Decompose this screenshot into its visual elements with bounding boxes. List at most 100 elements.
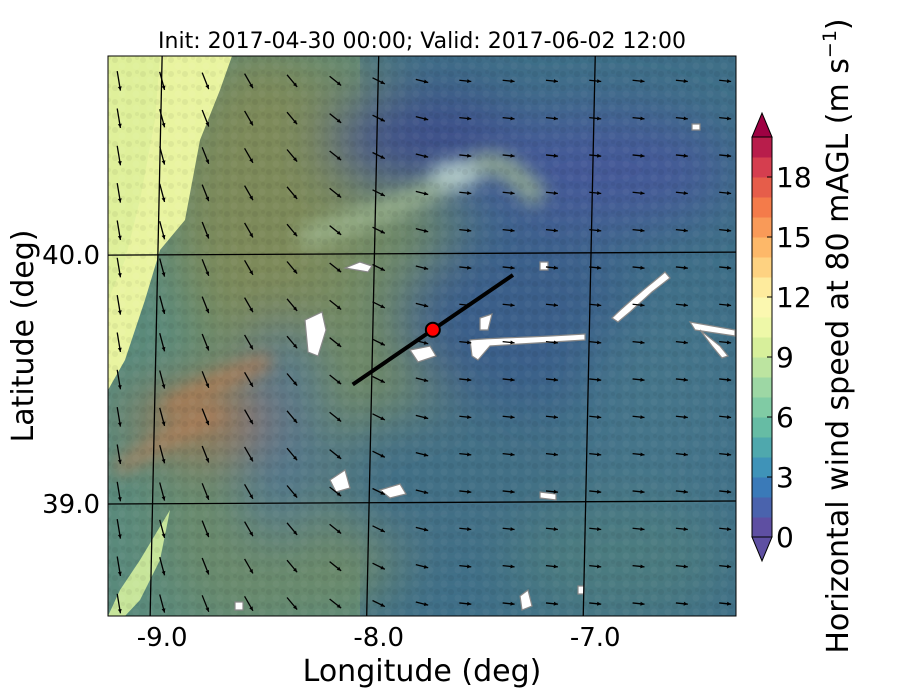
- x-tick-label: -8.0: [353, 623, 404, 653]
- wind-vector-head: [596, 79, 602, 84]
- wind-vector-head: [467, 601, 472, 606]
- wind-vector-head: [117, 459, 122, 464]
- wind-vector-head: [205, 569, 210, 575]
- wind-vector-head: [293, 157, 298, 162]
- wind-vector-head: [161, 496, 166, 501]
- wind-vector-head: [510, 79, 515, 84]
- wind-vector-head: [293, 530, 298, 535]
- wind-vector-head: [553, 303, 558, 308]
- wind-vector-head: [205, 121, 210, 127]
- wind-vector-head: [205, 457, 210, 463]
- wind-vector-head: [336, 193, 342, 198]
- wind-vector-head: [640, 191, 645, 196]
- wind-vector-head: [336, 604, 342, 609]
- wind-vector-head: [683, 191, 688, 196]
- wind-vector-head: [117, 608, 122, 614]
- wind-vector-head: [380, 565, 385, 570]
- wind-vector-head: [380, 603, 385, 607]
- wind-vector-head: [596, 377, 602, 382]
- wind-vector-head: [596, 153, 602, 158]
- wind-vector-head: [423, 116, 429, 121]
- wind-vector-head: [380, 155, 385, 159]
- wind-vector-head: [117, 534, 122, 539]
- colorbar-extend-min: [751, 536, 773, 563]
- wind-vector-head: [553, 489, 558, 494]
- wind-vector-head: [510, 340, 515, 345]
- wind-vector-head: [640, 79, 645, 84]
- wind-vector-head: [336, 305, 342, 310]
- wind-vector-head: [726, 601, 732, 606]
- wind-vector-head: [726, 303, 732, 308]
- wind-vector-head: [683, 377, 688, 382]
- wind-vector-head: [640, 116, 645, 121]
- wind-vector-head: [293, 306, 298, 311]
- wind-vector-head: [726, 191, 732, 196]
- wind-vector-head: [640, 527, 645, 532]
- wind-vector-head: [117, 310, 122, 315]
- wind-vector-head: [117, 384, 122, 390]
- colorbar-segment-13: [752, 257, 772, 278]
- colorbar-segment-11: [752, 297, 772, 318]
- colorbar-segment-18: [752, 157, 772, 178]
- y-tick-label: 40.0: [42, 241, 100, 271]
- wind-vector-head: [293, 82, 298, 87]
- wind-vector-head: [726, 116, 732, 121]
- x-axis-ticks: -9.0 -8.0 -7.0: [137, 623, 621, 653]
- wind-vector-head: [467, 79, 472, 84]
- wind-vector-head: [510, 153, 515, 158]
- wind-vector-head: [293, 567, 298, 573]
- wind-vector-head: [683, 489, 688, 494]
- wind-vector-head: [161, 384, 166, 389]
- wind-vector-head: [380, 80, 385, 84]
- wind-vector-head: [205, 607, 210, 612]
- wind-vector-head: [596, 564, 602, 569]
- wind-vector-head: [683, 564, 688, 569]
- wind-vector-head: [161, 122, 166, 128]
- wind-vector-head: [205, 233, 210, 239]
- colorbar-segment-7: [752, 377, 772, 398]
- wind-vector-head: [336, 380, 342, 385]
- wind-vector-head: [205, 383, 210, 388]
- wind-vector-head: [553, 377, 558, 382]
- wind-vector-head: [726, 489, 732, 494]
- wind-vector-head: [205, 495, 210, 500]
- wind-vector-head: [510, 489, 515, 494]
- wind-vector-head: [249, 456, 253, 462]
- wind-vector-head: [423, 303, 429, 308]
- wind-vector-head: [553, 191, 558, 196]
- wind-vector-head: [640, 452, 645, 457]
- wind-vector-head: [596, 527, 602, 532]
- colorbar-segment-16: [752, 197, 772, 218]
- colorbar-tick-label: 12: [776, 281, 812, 314]
- wind-vector-head: [596, 228, 602, 233]
- wind-vector-head: [423, 378, 429, 383]
- wind-vector-head: [423, 564, 429, 569]
- colorbar-label-close: ): [821, 18, 856, 30]
- wind-vector-head: [726, 415, 732, 420]
- wind-vector-head: [117, 198, 122, 203]
- colorbar-segment-5: [752, 417, 772, 438]
- wind-vector-head: [161, 608, 166, 613]
- wind-vector-head: [117, 347, 122, 352]
- wind-vector-head: [249, 531, 253, 537]
- wind-vector-head: [553, 340, 558, 345]
- wind-vector-head: [596, 191, 602, 196]
- wind-vector-head: [380, 528, 385, 532]
- wind-vector-head: [293, 381, 298, 386]
- wind-vector-head: [380, 117, 385, 122]
- wind-vector-head: [467, 527, 472, 532]
- masked-terrain-cells: [234, 123, 736, 611]
- wind-vector-head: [553, 153, 558, 158]
- grid-meridian-2: [582, 56, 596, 616]
- wind-vector-head: [510, 564, 515, 569]
- wind-vector-head: [553, 452, 558, 457]
- x-tick-label: -9.0: [137, 623, 188, 653]
- wind-vector-head: [596, 116, 602, 121]
- wind-vector-head: [726, 527, 732, 532]
- wind-vector-head: [683, 79, 688, 84]
- wind-vector-head: [510, 303, 515, 308]
- wind-vector-head: [683, 452, 688, 457]
- colorbar-segment-4: [752, 437, 772, 458]
- wind-vector-head: [249, 270, 253, 275]
- wind-vector-head: [423, 452, 429, 457]
